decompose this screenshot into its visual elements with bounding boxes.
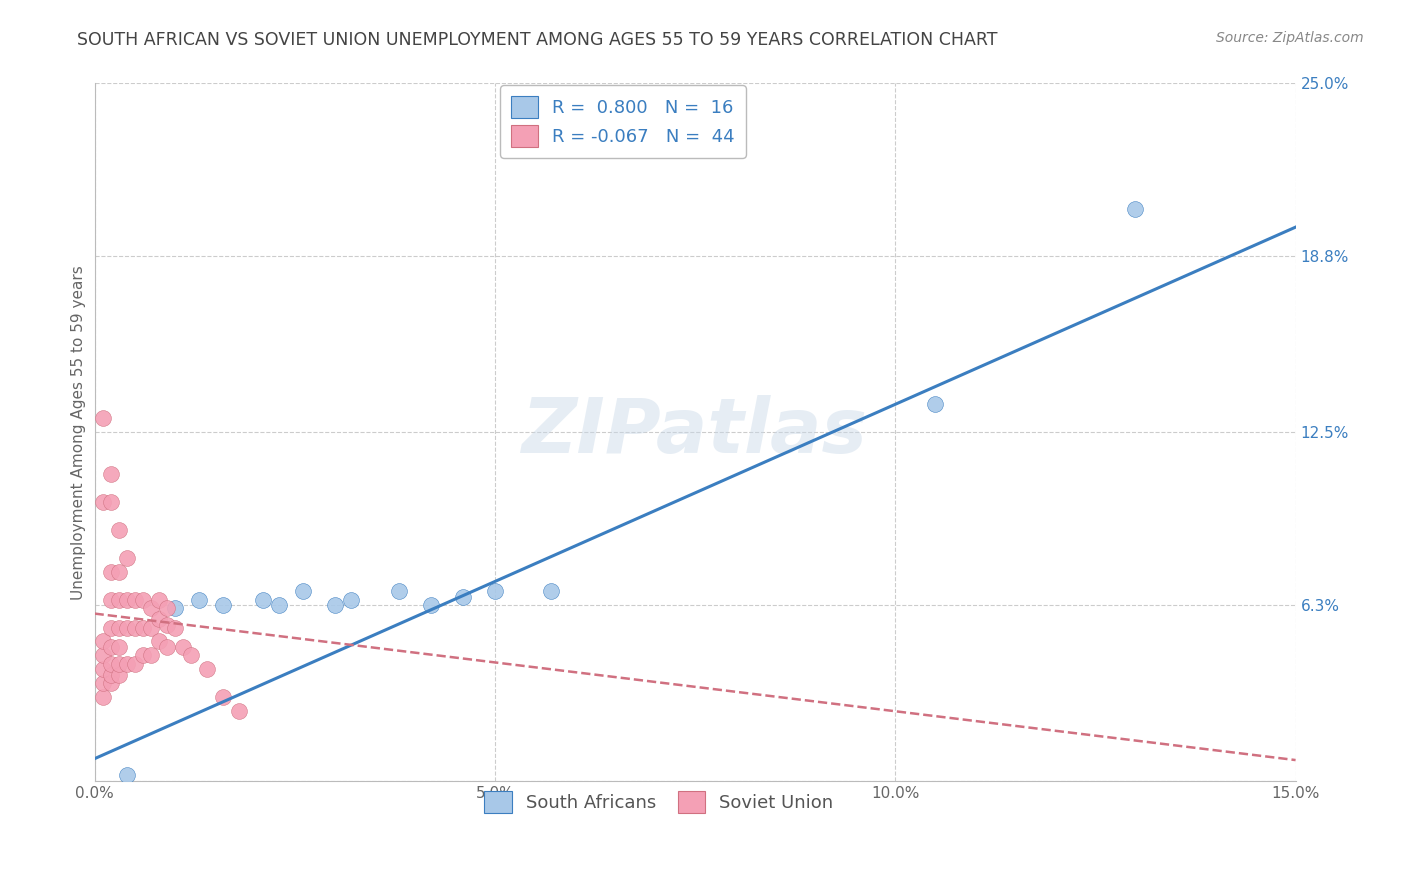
Point bbox=[291, 584, 314, 599]
Point bbox=[91, 495, 114, 509]
Point bbox=[211, 598, 233, 612]
Point bbox=[124, 621, 146, 635]
Point bbox=[131, 621, 153, 635]
Point bbox=[124, 592, 146, 607]
Point bbox=[323, 598, 346, 612]
Point bbox=[115, 657, 138, 671]
Point bbox=[148, 634, 170, 648]
Point bbox=[211, 690, 233, 705]
Point bbox=[107, 668, 129, 682]
Point bbox=[100, 565, 122, 579]
Point bbox=[100, 668, 122, 682]
Text: ZIPatlas: ZIPatlas bbox=[522, 395, 868, 469]
Point bbox=[131, 592, 153, 607]
Point bbox=[484, 584, 506, 599]
Point bbox=[100, 676, 122, 690]
Point bbox=[540, 584, 562, 599]
Point bbox=[148, 612, 170, 626]
Point bbox=[115, 550, 138, 565]
Point bbox=[419, 598, 441, 612]
Point bbox=[131, 648, 153, 663]
Point bbox=[100, 467, 122, 481]
Text: SOUTH AFRICAN VS SOVIET UNION UNEMPLOYMENT AMONG AGES 55 TO 59 YEARS CORRELATION: SOUTH AFRICAN VS SOVIET UNION UNEMPLOYME… bbox=[77, 31, 998, 49]
Point bbox=[228, 704, 250, 718]
Point bbox=[107, 565, 129, 579]
Point bbox=[91, 676, 114, 690]
Point bbox=[148, 592, 170, 607]
Point bbox=[107, 592, 129, 607]
Point bbox=[156, 617, 179, 632]
Point bbox=[451, 590, 474, 604]
Point bbox=[924, 397, 946, 411]
Point bbox=[156, 601, 179, 615]
Point bbox=[91, 690, 114, 705]
Point bbox=[107, 621, 129, 635]
Point bbox=[115, 768, 138, 782]
Point bbox=[267, 598, 290, 612]
Point bbox=[139, 601, 162, 615]
Point bbox=[100, 495, 122, 509]
Text: Source: ZipAtlas.com: Source: ZipAtlas.com bbox=[1216, 31, 1364, 45]
Point bbox=[91, 648, 114, 663]
Point bbox=[339, 592, 361, 607]
Point bbox=[115, 621, 138, 635]
Point bbox=[156, 640, 179, 654]
Point bbox=[115, 592, 138, 607]
Point bbox=[187, 592, 209, 607]
Point bbox=[107, 640, 129, 654]
Point bbox=[139, 648, 162, 663]
Point bbox=[195, 662, 218, 676]
Point bbox=[163, 621, 186, 635]
Point bbox=[163, 601, 186, 615]
Point bbox=[139, 621, 162, 635]
Y-axis label: Unemployment Among Ages 55 to 59 years: Unemployment Among Ages 55 to 59 years bbox=[72, 265, 86, 599]
Point bbox=[252, 592, 274, 607]
Point bbox=[1125, 202, 1147, 216]
Legend: South Africans, Soviet Union: South Africans, Soviet Union bbox=[474, 780, 845, 824]
Point bbox=[107, 657, 129, 671]
Point bbox=[91, 411, 114, 425]
Point bbox=[91, 634, 114, 648]
Point bbox=[100, 640, 122, 654]
Point bbox=[107, 523, 129, 537]
Point bbox=[100, 592, 122, 607]
Point bbox=[388, 584, 411, 599]
Point bbox=[172, 640, 194, 654]
Point bbox=[124, 657, 146, 671]
Point bbox=[100, 621, 122, 635]
Point bbox=[180, 648, 202, 663]
Point bbox=[91, 662, 114, 676]
Point bbox=[100, 657, 122, 671]
